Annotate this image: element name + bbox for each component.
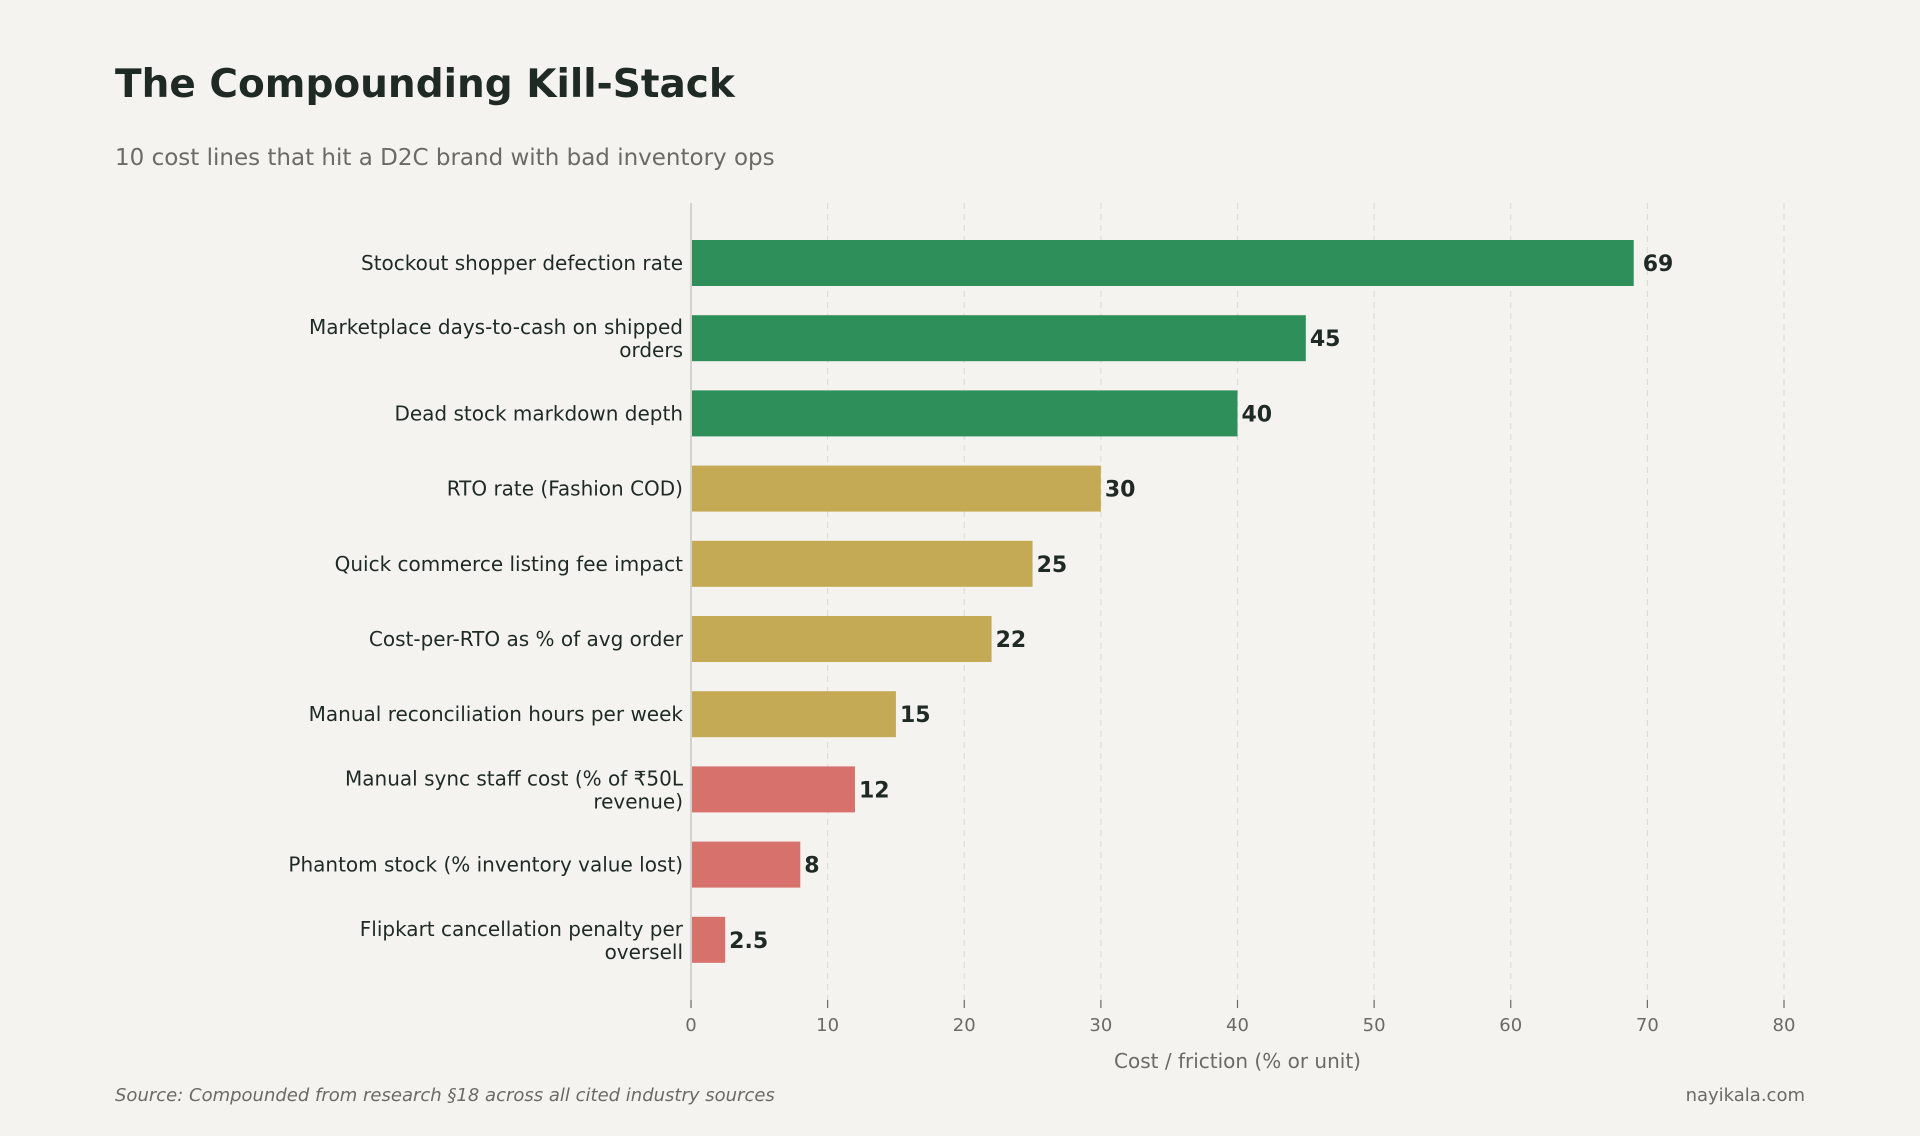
bar — [692, 691, 896, 738]
category-label: RTO rate (Fashion COD) — [447, 477, 683, 501]
chart-subtitle: 10 cost lines that hit a D2C brand with … — [115, 145, 775, 171]
category-label-line: Stockout shopper defection rate — [361, 251, 683, 275]
value-label: 45 — [1310, 327, 1341, 352]
x-tick-label: 80 — [1773, 1015, 1796, 1036]
category-label: Stockout shopper defection rate — [361, 251, 683, 275]
category-label-line: Phantom stock (% inventory value lost) — [288, 853, 683, 877]
category-label: Flipkart cancellation penalty per oversel… — [360, 917, 684, 964]
category-label-line: Marketplace days-to-cash on shipped — [309, 315, 683, 339]
category-label-line: Cost-per-RTO as % of avg order — [369, 627, 684, 651]
category-label-line: Manual sync staff cost (% of ₹50L — [345, 766, 684, 790]
category-label-line: Manual reconciliation hours per week — [309, 702, 684, 726]
x-tick-label: 30 — [1089, 1015, 1112, 1036]
value-label: 8 — [804, 854, 819, 879]
value-label: 25 — [1037, 553, 1068, 578]
x-tick-label: 50 — [1363, 1015, 1386, 1036]
value-label: 15 — [900, 703, 931, 728]
category-label-line: orders — [619, 338, 683, 362]
x-tick-label: 10 — [816, 1015, 839, 1036]
value-label: 30 — [1105, 478, 1136, 503]
category-label-line: Flipkart cancellation penalty per — [360, 917, 684, 941]
value-label: 40 — [1242, 402, 1273, 427]
category-label: Phantom stock (% inventory value lost) — [288, 853, 683, 877]
category-label: Quick commerce listing fee impact — [335, 552, 684, 576]
bar — [692, 540, 1033, 587]
source-note: Source: Compounded from research §18 acr… — [115, 1085, 775, 1106]
bar — [692, 465, 1101, 512]
category-label-line: Dead stock markdown depth — [394, 401, 683, 425]
value-label: 12 — [859, 778, 890, 803]
category-label-line: RTO rate (Fashion COD) — [447, 477, 683, 501]
x-axis-label: Cost / friction (% or unit) — [1114, 1049, 1361, 1073]
value-label: 69 — [1643, 252, 1674, 277]
bar — [692, 841, 801, 888]
bar — [692, 916, 726, 963]
category-label: Manual reconciliation hours per week — [309, 702, 684, 726]
category-label-line: oversell — [605, 940, 683, 964]
bar — [692, 315, 1306, 362]
category-label: Cost-per-RTO as % of avg order — [369, 627, 684, 651]
category-label-line: revenue) — [593, 789, 683, 813]
category-label: Dead stock markdown depth — [394, 401, 683, 425]
brand-label: nayikala.com — [1685, 1085, 1805, 1106]
bar — [692, 240, 1634, 286]
bar — [692, 616, 992, 662]
x-tick-label: 60 — [1499, 1015, 1522, 1036]
value-label: 2.5 — [729, 929, 768, 954]
bar — [692, 766, 855, 813]
x-tick-label: 20 — [953, 1015, 976, 1036]
category-label-line: Quick commerce listing fee impact — [335, 552, 684, 576]
chart-title: The Compounding Kill-Stack — [115, 62, 735, 107]
x-tick-label: 40 — [1226, 1015, 1249, 1036]
value-label: 22 — [996, 628, 1027, 653]
bar — [692, 390, 1238, 437]
x-tick-label: 70 — [1636, 1015, 1659, 1036]
category-label: Manual sync staff cost (% of ₹50L revenue… — [345, 766, 684, 813]
category-label: Marketplace days-to-cash on shipped order… — [309, 315, 683, 362]
x-tick-label: 0 — [685, 1015, 696, 1036]
